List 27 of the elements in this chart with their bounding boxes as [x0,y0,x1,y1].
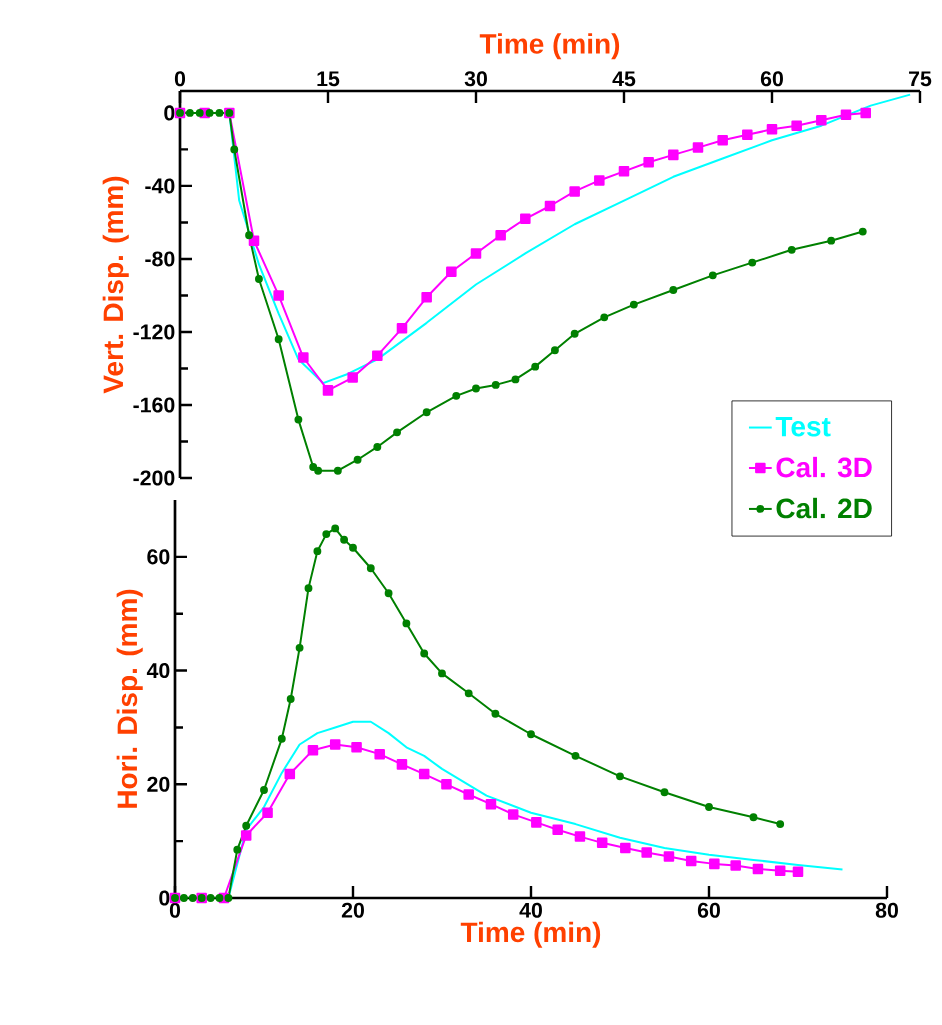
x-tick-label: 60 [697,902,720,918]
y-tick-label: -200 [133,470,175,486]
legend-label: Test [775,416,831,437]
y-tick-label: 60 [147,549,170,565]
x-tick-label: 20 [341,902,364,918]
y-axis-title: Hori. Disp. (mm) [116,589,143,808]
legend-label: Cal. 3D [776,456,872,478]
y-tick-label: -120 [133,324,175,340]
x-tick-label: 60 [760,71,783,87]
y-tick-label: 0 [164,105,175,121]
legend-label: Cal. 2D [776,497,872,519]
y-axis-title: Vert. Disp. (mm) [102,176,129,394]
x-tick-label: 75 [909,71,932,87]
x-tick-label: 40 [519,902,542,918]
y-tick-label: 20 [147,776,170,792]
x-tick-label: 45 [612,71,636,87]
y-tick-label: 0 [159,890,170,906]
x-axis-title: Time (min) [479,33,620,60]
y-tick-label: -40 [145,178,175,194]
x-axis-title: Time (min) [460,921,601,948]
y-tick-label: -80 [145,251,175,267]
x-tick-label: 15 [317,71,340,87]
y-tick-label: -160 [133,397,175,413]
x-tick-label: 0 [174,71,186,87]
x-tick-label: 80 [875,902,898,918]
x-tick-label: 30 [464,71,487,87]
y-tick-label: 40 [146,663,170,679]
